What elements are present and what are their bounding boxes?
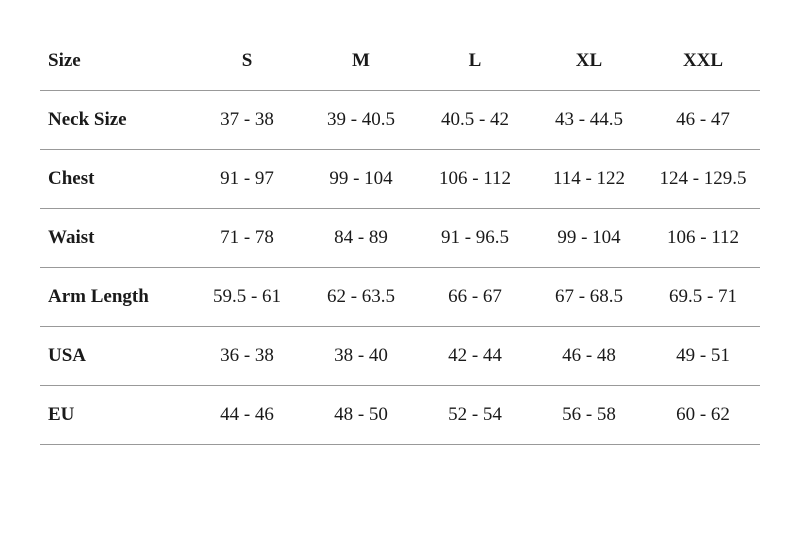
cell-value: 99 - 104: [532, 209, 646, 268]
cell-value: 42 - 44: [418, 327, 532, 386]
row-label: EU: [40, 386, 190, 445]
cell-value: 71 - 78: [190, 209, 304, 268]
cell-value: 66 - 67: [418, 268, 532, 327]
cell-value: 40.5 - 42: [418, 91, 532, 150]
table-row: Chest 91 - 97 99 - 104 106 - 112 114 - 1…: [40, 150, 760, 209]
cell-value: 60 - 62: [646, 386, 760, 445]
cell-value: 39 - 40.5: [304, 91, 418, 150]
header-col-l: L: [418, 32, 532, 91]
cell-value: 106 - 112: [418, 150, 532, 209]
cell-value: 48 - 50: [304, 386, 418, 445]
row-label: Chest: [40, 150, 190, 209]
cell-value: 59.5 - 61: [190, 268, 304, 327]
row-label: Neck Size: [40, 91, 190, 150]
cell-value: 84 - 89: [304, 209, 418, 268]
cell-value: 38 - 40: [304, 327, 418, 386]
table-row: EU 44 - 46 48 - 50 52 - 54 56 - 58 60 - …: [40, 386, 760, 445]
cell-value: 49 - 51: [646, 327, 760, 386]
table-row: USA 36 - 38 38 - 40 42 - 44 46 - 48 49 -…: [40, 327, 760, 386]
cell-value: 56 - 58: [532, 386, 646, 445]
row-label: Arm Length: [40, 268, 190, 327]
cell-value: 114 - 122: [532, 150, 646, 209]
header-col-xl: XL: [532, 32, 646, 91]
header-col-s: S: [190, 32, 304, 91]
table-row: Arm Length 59.5 - 61 62 - 63.5 66 - 67 6…: [40, 268, 760, 327]
cell-value: 91 - 96.5: [418, 209, 532, 268]
cell-value: 37 - 38: [190, 91, 304, 150]
row-label: USA: [40, 327, 190, 386]
cell-value: 43 - 44.5: [532, 91, 646, 150]
header-col-xxl: XXL: [646, 32, 760, 91]
cell-value: 46 - 48: [532, 327, 646, 386]
table-row: Waist 71 - 78 84 - 89 91 - 96.5 99 - 104…: [40, 209, 760, 268]
size-chart-table: Size S M L XL XXL Neck Size 37 - 38 39 -…: [40, 32, 760, 445]
cell-value: 44 - 46: [190, 386, 304, 445]
table-header-row: Size S M L XL XXL: [40, 32, 760, 91]
header-col-m: M: [304, 32, 418, 91]
cell-value: 67 - 68.5: [532, 268, 646, 327]
cell-value: 99 - 104: [304, 150, 418, 209]
cell-value: 62 - 63.5: [304, 268, 418, 327]
cell-value: 106 - 112: [646, 209, 760, 268]
cell-value: 124 - 129.5: [646, 150, 760, 209]
cell-value: 52 - 54: [418, 386, 532, 445]
row-label: Waist: [40, 209, 190, 268]
cell-value: 36 - 38: [190, 327, 304, 386]
table-row: Neck Size 37 - 38 39 - 40.5 40.5 - 42 43…: [40, 91, 760, 150]
cell-value: 91 - 97: [190, 150, 304, 209]
cell-value: 46 - 47: [646, 91, 760, 150]
cell-value: 69.5 - 71: [646, 268, 760, 327]
header-size-label: Size: [40, 32, 190, 91]
